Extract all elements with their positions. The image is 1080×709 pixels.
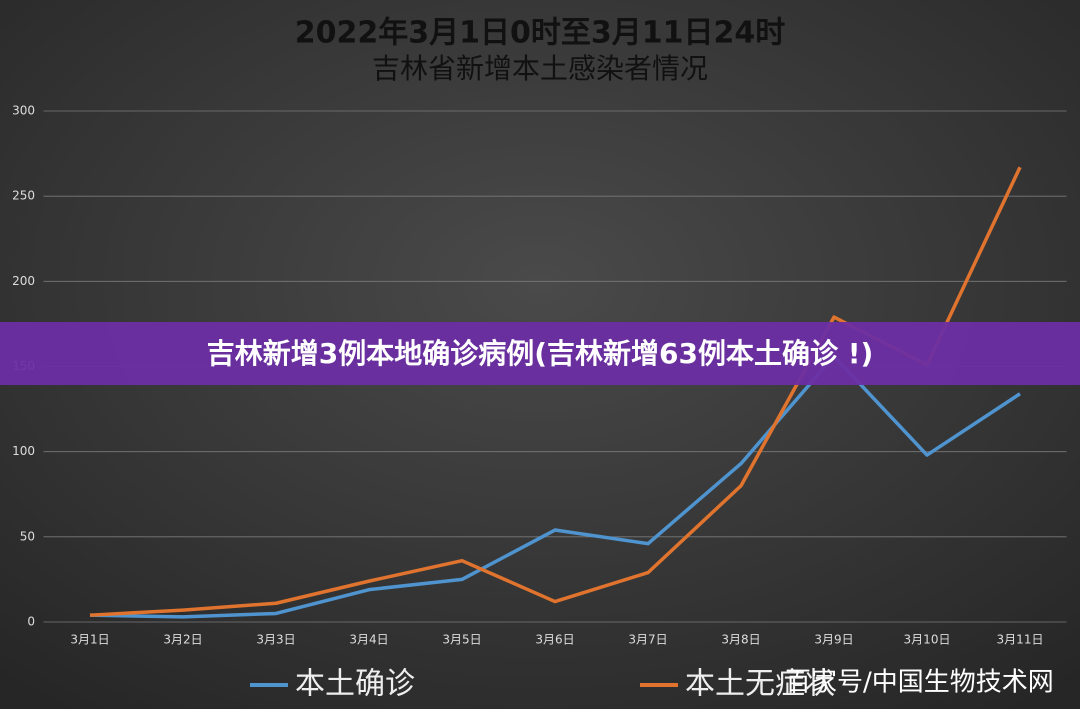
x-tick-label: 3月10日 bbox=[904, 633, 951, 647]
chart-subtitle: 吉林省新增本土感染者情况 bbox=[372, 52, 708, 85]
y-tick-label: 300 bbox=[12, 104, 35, 118]
x-tick-label: 3月4日 bbox=[349, 633, 388, 647]
x-tick-label: 3月7日 bbox=[628, 633, 667, 647]
y-tick-label: 0 bbox=[27, 615, 35, 629]
banner-text: 吉林新增3例本地确诊病例(吉林新增63例本土确诊 !) bbox=[207, 337, 874, 370]
watermark: 百家号/中国生物技术网 bbox=[785, 668, 1054, 698]
x-tick-label: 3月9日 bbox=[814, 633, 853, 647]
y-tick-label: 50 bbox=[20, 529, 35, 543]
y-tick-label: 100 bbox=[12, 444, 35, 458]
x-tick-label: 3月3日 bbox=[256, 633, 295, 647]
y-tick-label: 200 bbox=[12, 274, 35, 288]
legend-label: 本土确诊 bbox=[295, 667, 415, 702]
x-tick-label: 3月5日 bbox=[442, 633, 481, 647]
x-tick-label: 3月1日 bbox=[70, 633, 109, 647]
banner-background bbox=[0, 322, 1080, 385]
x-tick-label: 3月2日 bbox=[163, 633, 202, 647]
x-tick-label: 3月8日 bbox=[721, 633, 760, 647]
x-tick-label: 3月11日 bbox=[997, 633, 1044, 647]
y-tick-label: 250 bbox=[12, 189, 35, 203]
chart-title: 2022年3月1日0时至3月11日24时 bbox=[295, 16, 786, 51]
legend-label: 本土无症状 bbox=[685, 667, 835, 702]
x-tick-label: 3月6日 bbox=[535, 633, 574, 647]
series-line bbox=[89, 354, 1021, 619]
